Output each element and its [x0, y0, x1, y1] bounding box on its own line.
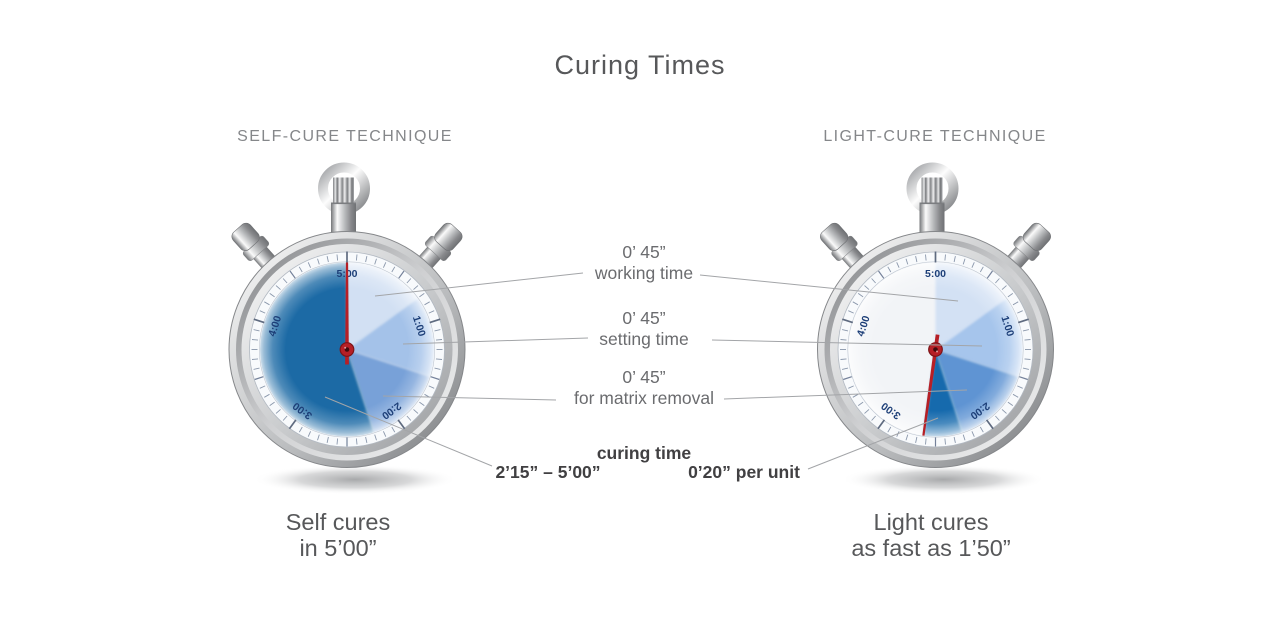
watch-shadow — [253, 464, 457, 495]
technique-label-self-cure: SELF-CURE TECHNIQUE — [237, 128, 453, 145]
technique-label-light-cure: LIGHT-CURE TECHNIQUE — [823, 128, 1047, 145]
dial-label-5-00: 5:00 — [925, 268, 946, 280]
annotation-matrix-removal: 0’ 45” for matrix removal — [504, 367, 784, 409]
caption-light-cure: Light cures as fast as 1’50” — [791, 509, 1071, 561]
crown-collar-icon — [919, 203, 945, 234]
leader-line — [699, 274, 959, 302]
annotation-matrix-removal-label: for matrix removal — [573, 388, 715, 408]
leader-line — [402, 337, 589, 345]
caption-self-cure: Self cures in 5’00” — [198, 509, 478, 561]
leader-line — [807, 417, 939, 470]
stopwatch-left: 5:001:002:003:004:00 — [228, 162, 466, 495]
annotation-curing-time-self-value: 2’15” – 5’00” — [495, 462, 601, 482]
needle — [922, 334, 943, 436]
crown-collar-icon — [331, 203, 356, 234]
stopwatch-right: 5:001:002:003:004:00 — [817, 162, 1054, 495]
annotation-working-time: 0’ 45” working time — [504, 242, 784, 284]
caption-light-cure-line2: as fast as 1’50” — [851, 535, 1011, 561]
pusher-icon — [1002, 222, 1051, 274]
leader-line — [382, 395, 557, 401]
leader-line — [723, 389, 968, 400]
leader-line — [374, 272, 584, 297]
leader-line — [324, 396, 493, 467]
crown-knob-icon — [333, 177, 354, 206]
caption-light-cure-line1: Light cures — [873, 509, 989, 535]
needle — [339, 262, 355, 365]
annotation-matrix-removal-value: 0’ 45” — [622, 367, 666, 387]
crown-knob-icon — [921, 177, 943, 206]
annotation-curing-time-light-value: 0’20” per unit — [688, 462, 800, 482]
annotation-working-time-value: 0’ 45” — [622, 242, 666, 262]
crown-groove — [919, 202, 945, 205]
caption-self-cure-line1: Self cures — [285, 509, 391, 535]
annotation-setting-time-label: setting time — [599, 329, 689, 349]
watch-shadow — [841, 464, 1046, 495]
tick-marks — [840, 251, 1031, 447]
leader-line — [711, 339, 983, 347]
crown-groove — [331, 202, 356, 205]
caption-self-cure-line2: in 5’00” — [299, 535, 377, 561]
tick-marks — [251, 251, 443, 447]
leader-lines — [324, 272, 983, 470]
annotation-setting-time-value: 0’ 45” — [622, 308, 666, 328]
annotation-curing-time-title: curing time — [596, 443, 692, 463]
annotation-setting-time: 0’ 45” setting time — [504, 308, 784, 350]
page-title: Curing Times — [554, 50, 726, 80]
annotation-working-time-label: working time — [594, 263, 694, 283]
